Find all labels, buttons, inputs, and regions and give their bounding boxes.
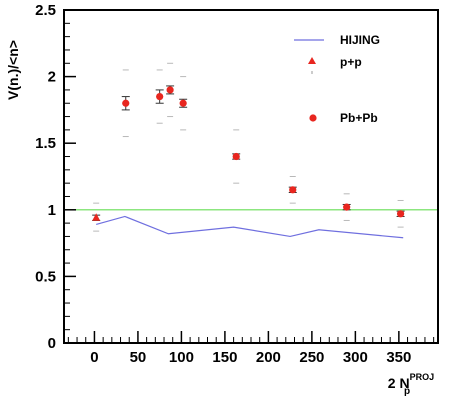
pbpb-point bbox=[232, 152, 240, 161]
legend: HIJING p+p Pb+Pb bbox=[294, 33, 380, 125]
x-tick-label: 300 bbox=[343, 349, 368, 366]
legend-label: p+p bbox=[340, 55, 362, 69]
pbpb-point bbox=[397, 210, 405, 218]
y-tick-label: 2 bbox=[48, 69, 56, 86]
series-layer bbox=[92, 62, 405, 239]
x-axis-title-subscript: p bbox=[404, 386, 410, 397]
pbpb-point bbox=[166, 86, 174, 94]
x-axis-title-superscript: PROJ bbox=[410, 372, 435, 382]
x-tick-label: 250 bbox=[299, 349, 324, 366]
plot-frame bbox=[63, 9, 439, 344]
x-tick-label: 0 bbox=[90, 349, 98, 366]
x-tick-label: 200 bbox=[256, 349, 281, 366]
y-tick-label: 1.5 bbox=[35, 135, 56, 152]
pbpb-point bbox=[156, 92, 164, 101]
y-tick-label: 0 bbox=[48, 335, 56, 352]
x-tick-label: 50 bbox=[130, 349, 147, 366]
tick-layer: 0 0.5 1 1.5 2 2.5 0 50 100 150 200 250 300 350 bbox=[35, 2, 435, 366]
pbpb-point bbox=[122, 99, 130, 107]
y-tick-label: 2.5 bbox=[35, 2, 56, 19]
legend-circle-swatch bbox=[309, 114, 317, 122]
x-tick-label: 350 bbox=[386, 349, 411, 366]
pbpb-point bbox=[289, 186, 297, 194]
pp-point bbox=[92, 213, 101, 221]
hijing-line bbox=[96, 215, 404, 239]
y-tick-label: 1 bbox=[48, 202, 56, 219]
x-axis-title: 2 NPROJ p bbox=[388, 367, 438, 397]
pbpb-point bbox=[179, 99, 187, 107]
legend-triangle-swatch bbox=[308, 57, 316, 64]
x-tick-label: 150 bbox=[212, 349, 237, 366]
x-tick-label: 100 bbox=[169, 349, 194, 366]
y-axis-title: V(n.)/<n> bbox=[5, 40, 21, 100]
legend-label: HIJING bbox=[340, 33, 380, 47]
x-axis-title-main: 2 N bbox=[388, 375, 410, 391]
y-tick-label: 0.5 bbox=[35, 268, 56, 285]
pbpb-point bbox=[343, 203, 351, 211]
legend-label: Pb+Pb bbox=[340, 111, 378, 125]
